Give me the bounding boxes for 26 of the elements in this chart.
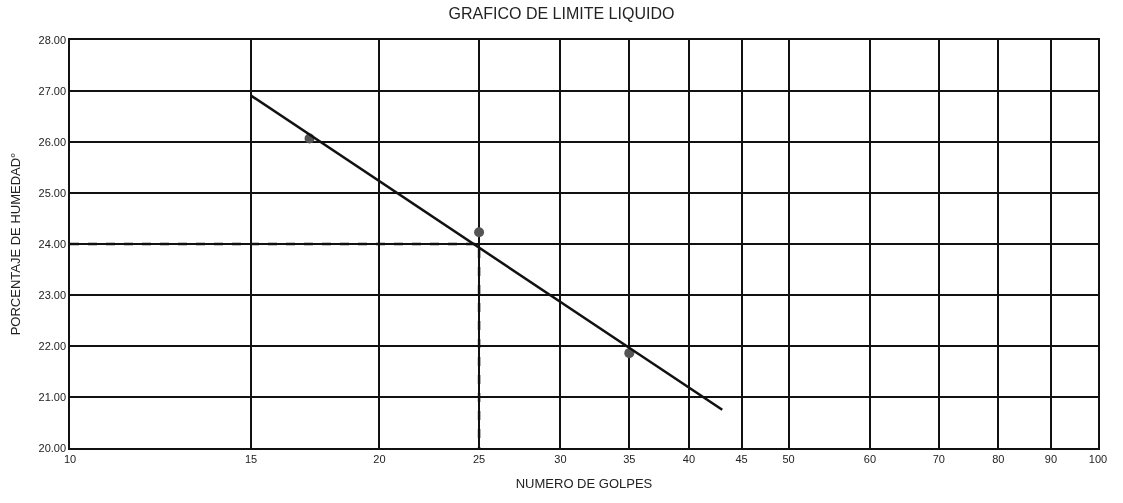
x-tick-label: 90 (1044, 452, 1058, 465)
y-tick-label: 21.00 (38, 390, 67, 403)
x-tick-label: 25 (472, 452, 486, 465)
x-axis-title: NUMERO DE GOLPES (515, 476, 653, 492)
y-tick-label: 24.00 (38, 237, 67, 250)
y-tick-label: 28.00 (38, 33, 67, 46)
x-tick-label: 45 (735, 452, 748, 465)
x-tick-label: 80 (992, 452, 1005, 465)
x-tick-label: 50 (782, 452, 795, 465)
chart-title: GRAFICO DE LIMITE LIQUIDO (448, 4, 675, 22)
x-tick-label: 40 (682, 452, 696, 465)
y-tick-label: 22.00 (38, 339, 67, 352)
x-tick-label: 20 (373, 452, 386, 465)
x-tick-label: 70 (932, 452, 945, 465)
y-tick-label: 23.00 (38, 288, 67, 301)
x-tick-label: 35 (623, 452, 636, 465)
x-tick-label: 30 (554, 452, 567, 465)
x-tick-label: 15 (244, 452, 258, 465)
x-tick-label: 100 (1088, 452, 1108, 465)
y-axis-title: PORCENTAJE DE HUMEDAD° (7, 152, 23, 336)
y-tick-label: 27.00 (38, 84, 67, 97)
y-tick-label: 20.00 (38, 441, 67, 454)
y-tick-label: 26.00 (38, 135, 67, 148)
x-tick-label: 60 (863, 452, 877, 465)
y-tick-label: 25.00 (38, 186, 67, 199)
x-tick-label: 10 (63, 452, 77, 465)
